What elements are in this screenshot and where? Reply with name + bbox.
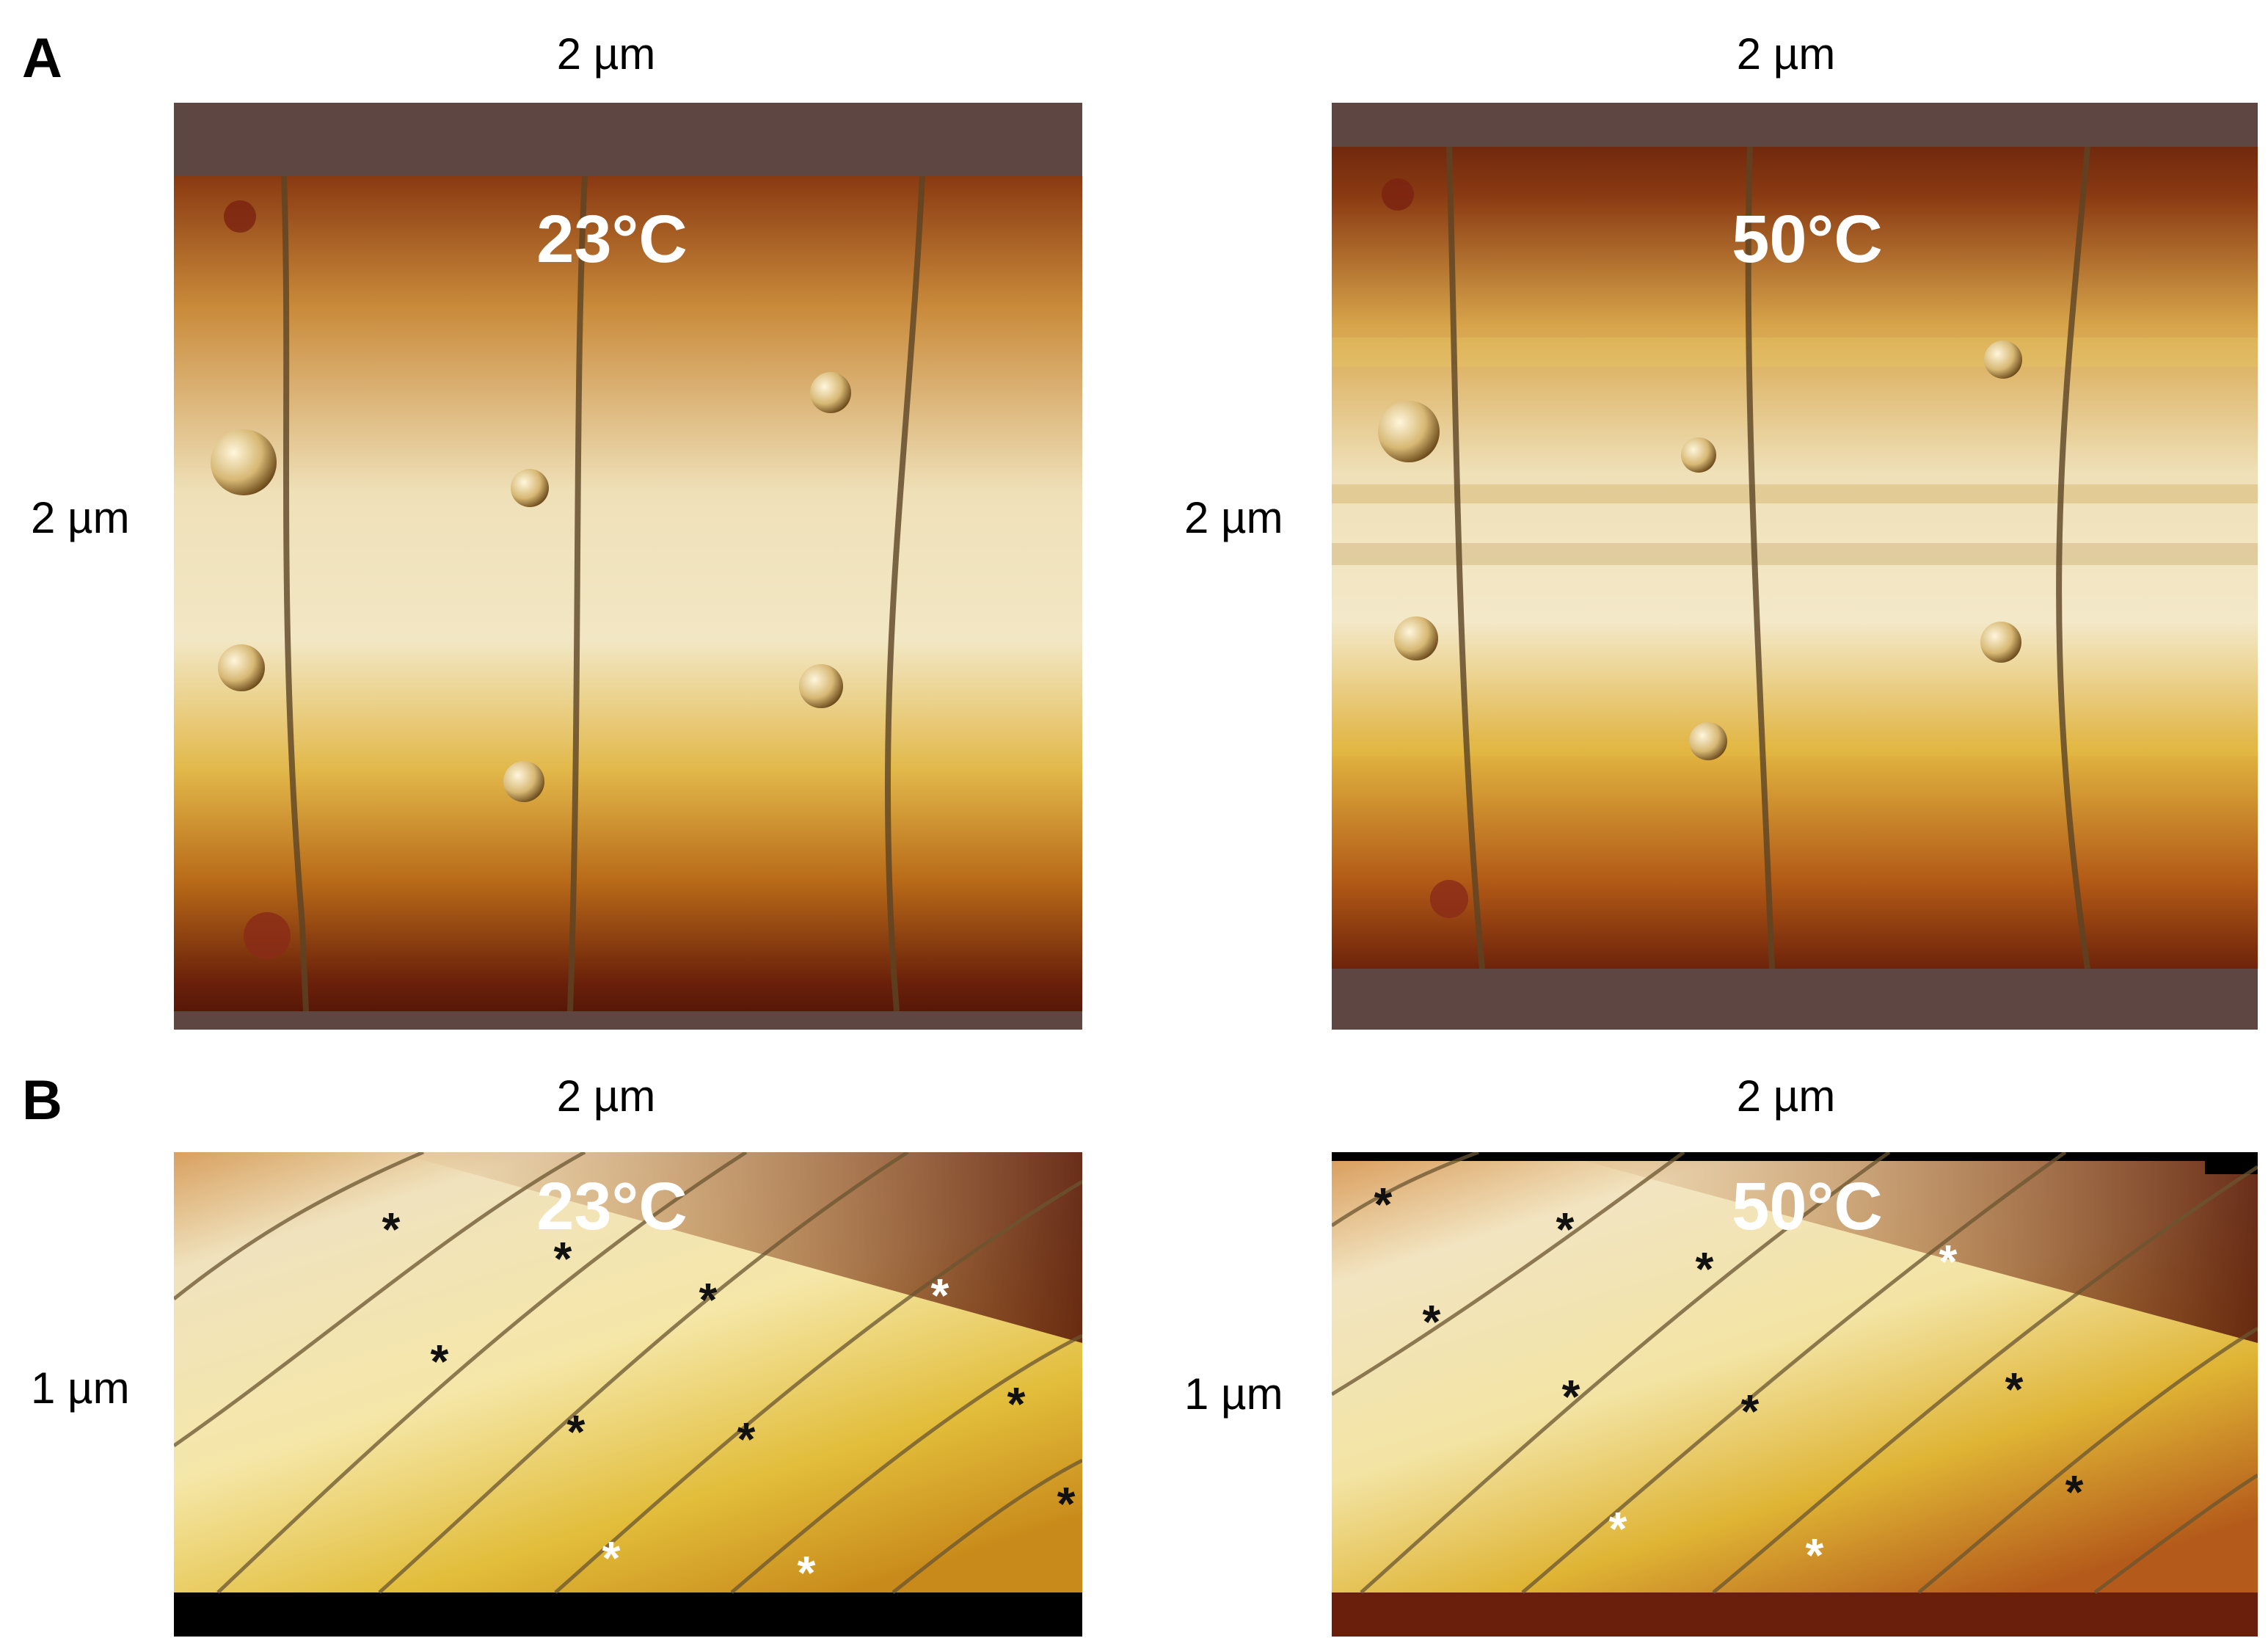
temperature-label-b-left: 23°C <box>536 1169 688 1244</box>
temperature-label-b-right: 50°C <box>1732 1169 1883 1244</box>
temperature-label-a-left: 23°C <box>536 202 688 277</box>
marker-star: * <box>737 1412 756 1466</box>
marker-star: * <box>382 1202 401 1256</box>
afm-image-a-left: 23°C <box>174 103 1082 1030</box>
marker-star: * <box>566 1405 586 1458</box>
panel-letter-b: B <box>22 1069 62 1132</box>
marker-star: * <box>1608 1501 1627 1555</box>
marker-star: * <box>2005 1362 2024 1416</box>
marker-star: * <box>1374 1177 1393 1231</box>
marker-star: * <box>1422 1295 1441 1348</box>
marker-star: * <box>699 1273 718 1326</box>
marker-star: * <box>430 1334 449 1388</box>
temperature-label-a-right: 50°C <box>1732 202 1883 277</box>
scale-bar-side-b-right: 1 µm <box>1184 1369 1283 1419</box>
marker-star: * <box>930 1268 949 1322</box>
scale-bar-top-b-left: 2 µm <box>556 1071 656 1121</box>
marker-star: * <box>553 1231 572 1285</box>
panel-letter-a: A <box>22 27 62 90</box>
marker-star: * <box>1561 1369 1580 1423</box>
marker-star: * <box>602 1531 621 1584</box>
scale-bar-top-b-right: 2 µm <box>1736 1071 1836 1121</box>
afm-image-b-right: 50°C * * * * * * * * * * * <box>1332 1152 2258 1637</box>
afm-image-b-left: 23°C * * * * * * * * * * * <box>174 1152 1082 1637</box>
marker-star: * <box>797 1546 816 1599</box>
marker-star: * <box>2065 1465 2084 1518</box>
marker-star: * <box>1556 1202 1575 1256</box>
marker-star: * <box>1805 1528 1824 1581</box>
marker-star: * <box>1007 1377 1026 1430</box>
scale-bar-top-a-right: 2 µm <box>1736 29 1836 79</box>
scale-bar-top-a-left: 2 µm <box>556 29 656 79</box>
scale-bar-side-a-right: 2 µm <box>1184 493 1283 542</box>
marker-star: * <box>1695 1242 1714 1295</box>
scale-bar-side-b-left: 1 µm <box>31 1364 130 1413</box>
marker-star: * <box>1939 1234 1958 1288</box>
afm-image-a-right: 50°C <box>1332 103 2258 1030</box>
marker-star: * <box>1740 1384 1760 1438</box>
scale-bar-side-a-left: 2 µm <box>31 493 130 542</box>
marker-star: * <box>1057 1477 1076 1530</box>
